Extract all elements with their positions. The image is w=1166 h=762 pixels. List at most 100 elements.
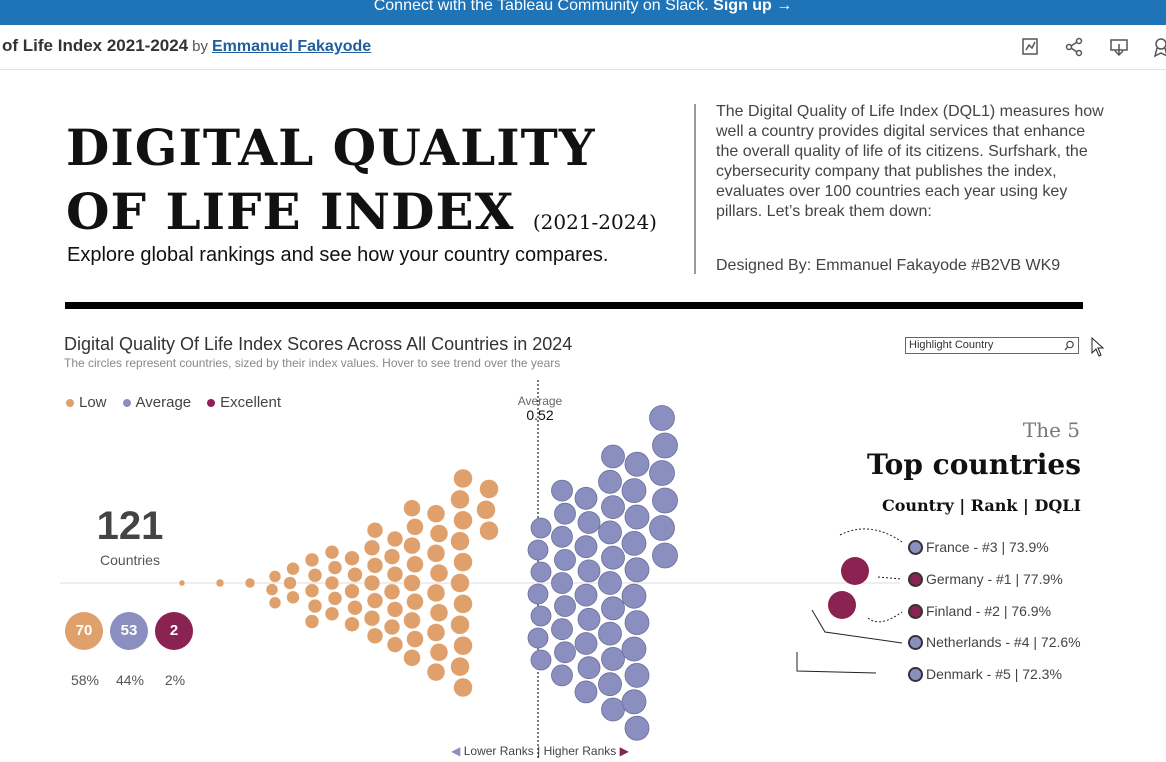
country-circle-low[interactable] [304, 583, 320, 598]
country-circle-low[interactable] [426, 583, 446, 603]
country-circle-low[interactable] [403, 536, 421, 555]
country-circle-average[interactable] [577, 511, 601, 534]
country-circle-average[interactable] [598, 672, 622, 697]
country-circle-average[interactable] [621, 531, 647, 556]
country-circle-average[interactable] [527, 627, 549, 649]
country-circle-average[interactable] [649, 515, 675, 541]
country-circle-low[interactable] [307, 568, 323, 583]
country-circle-low[interactable] [429, 524, 449, 543]
country-circle-low[interactable] [450, 656, 470, 677]
country-circle-average[interactable] [652, 487, 678, 514]
country-circle-average[interactable] [624, 715, 650, 741]
country-circle-average[interactable] [551, 664, 573, 687]
country-circle-excellent[interactable] [841, 557, 869, 585]
country-circle-low[interactable] [453, 468, 473, 489]
country-circle-low[interactable] [453, 635, 473, 656]
country-circle-low[interactable] [386, 601, 404, 618]
country-circle-average[interactable] [652, 542, 678, 569]
country-circle-low[interactable] [268, 570, 282, 583]
country-circle-low[interactable] [406, 555, 424, 574]
country-circle-low[interactable] [344, 616, 360, 632]
country-circle-low[interactable] [324, 575, 340, 591]
country-circle-low[interactable] [403, 574, 421, 592]
country-circle-average[interactable] [574, 486, 598, 510]
country-circle-average[interactable] [551, 618, 573, 641]
country-circle-average[interactable] [554, 641, 576, 664]
country-circle-average[interactable] [601, 495, 625, 520]
country-circle-low[interactable] [366, 521, 384, 539]
country-circle-low[interactable] [344, 583, 360, 599]
country-circle-low[interactable] [426, 623, 446, 642]
country-circle-average[interactable] [624, 610, 650, 635]
country-circle-low[interactable] [307, 598, 323, 614]
country-circle-average[interactable] [624, 557, 650, 583]
country-circle-average[interactable] [621, 689, 647, 715]
country-circle-average[interactable] [598, 469, 622, 494]
country-circle-average[interactable] [598, 621, 622, 646]
country-circle-low[interactable] [429, 603, 449, 622]
country-circle-average[interactable] [649, 405, 675, 431]
top-item-finland[interactable]: Finland - #2 | 76.9% [908, 603, 1051, 619]
top-item-denmark[interactable]: Denmark - #5 | 72.3% [908, 666, 1062, 682]
country-circle-low[interactable] [406, 592, 424, 611]
country-circle-low[interactable] [453, 552, 473, 572]
top-item-germany[interactable]: Germany - #1 | 77.9% [908, 571, 1063, 587]
country-circle-average[interactable] [574, 583, 598, 607]
download-icon[interactable] [1108, 36, 1130, 58]
country-circle-average[interactable] [621, 583, 647, 609]
country-circle-low[interactable] [283, 576, 297, 590]
country-circle-low[interactable] [476, 500, 496, 520]
country-circle-average[interactable] [601, 697, 625, 722]
top-item-netherlands[interactable]: Netherlands - #4 | 72.6% [908, 634, 1081, 650]
country-circle-average[interactable] [601, 596, 625, 621]
share-icon[interactable] [1064, 36, 1086, 58]
country-circle-average[interactable] [649, 460, 675, 486]
country-circle-average[interactable] [598, 520, 622, 545]
country-circle-average[interactable] [530, 605, 552, 627]
country-circle-low[interactable] [429, 563, 449, 583]
country-circle-low[interactable] [366, 592, 384, 609]
country-circle-average[interactable] [527, 583, 549, 605]
country-circle-average[interactable] [624, 504, 650, 530]
country-circle-low[interactable] [453, 677, 473, 698]
country-circle-average[interactable] [621, 636, 647, 662]
country-circle-low[interactable] [453, 594, 473, 614]
country-circle-low[interactable] [344, 550, 360, 566]
country-circle-low[interactable] [386, 636, 404, 653]
low-count-circle[interactable]: 70 [65, 612, 103, 650]
country-circle-low[interactable] [386, 530, 404, 548]
country-circle-low[interactable] [215, 578, 225, 588]
country-circle-low[interactable] [178, 579, 186, 587]
top-item-france[interactable]: France - #3 | 73.9% [908, 539, 1049, 555]
country-circle-average[interactable] [554, 595, 576, 617]
country-circle-average[interactable] [624, 451, 650, 477]
country-circle-low[interactable] [324, 606, 340, 622]
country-circle-average[interactable] [601, 647, 625, 671]
banner-signup-link[interactable]: Sign up → [713, 0, 793, 14]
country-circle-low[interactable] [429, 643, 449, 662]
country-circle-average[interactable] [652, 432, 678, 459]
country-circle-low[interactable] [363, 574, 381, 592]
country-circle-average[interactable] [554, 549, 576, 571]
country-circle-low[interactable] [450, 531, 470, 551]
country-circle-low[interactable] [406, 518, 424, 536]
country-circle-low[interactable] [453, 510, 473, 531]
country-circle-low[interactable] [386, 565, 404, 583]
country-circle-average[interactable] [551, 572, 573, 594]
country-circle-average[interactable] [601, 444, 625, 469]
country-circle-low[interactable] [324, 544, 340, 560]
country-circle-average[interactable] [577, 607, 601, 631]
country-circle-low[interactable] [403, 611, 421, 630]
average-count-circle[interactable]: 53 [110, 612, 148, 650]
country-circle-low[interactable] [366, 557, 384, 574]
country-circle-low[interactable] [286, 590, 300, 605]
country-circle-low[interactable] [286, 561, 300, 576]
country-circle-low[interactable] [304, 614, 320, 629]
country-circle-low[interactable] [479, 521, 499, 541]
country-circle-low[interactable] [450, 573, 470, 593]
country-circle-low[interactable] [327, 591, 343, 606]
legend-item-low[interactable]: Low [66, 394, 107, 411]
country-circle-low[interactable] [366, 627, 384, 645]
country-circle-average[interactable] [574, 680, 598, 704]
highlight-country-input[interactable]: Highlight Country [905, 337, 1079, 354]
